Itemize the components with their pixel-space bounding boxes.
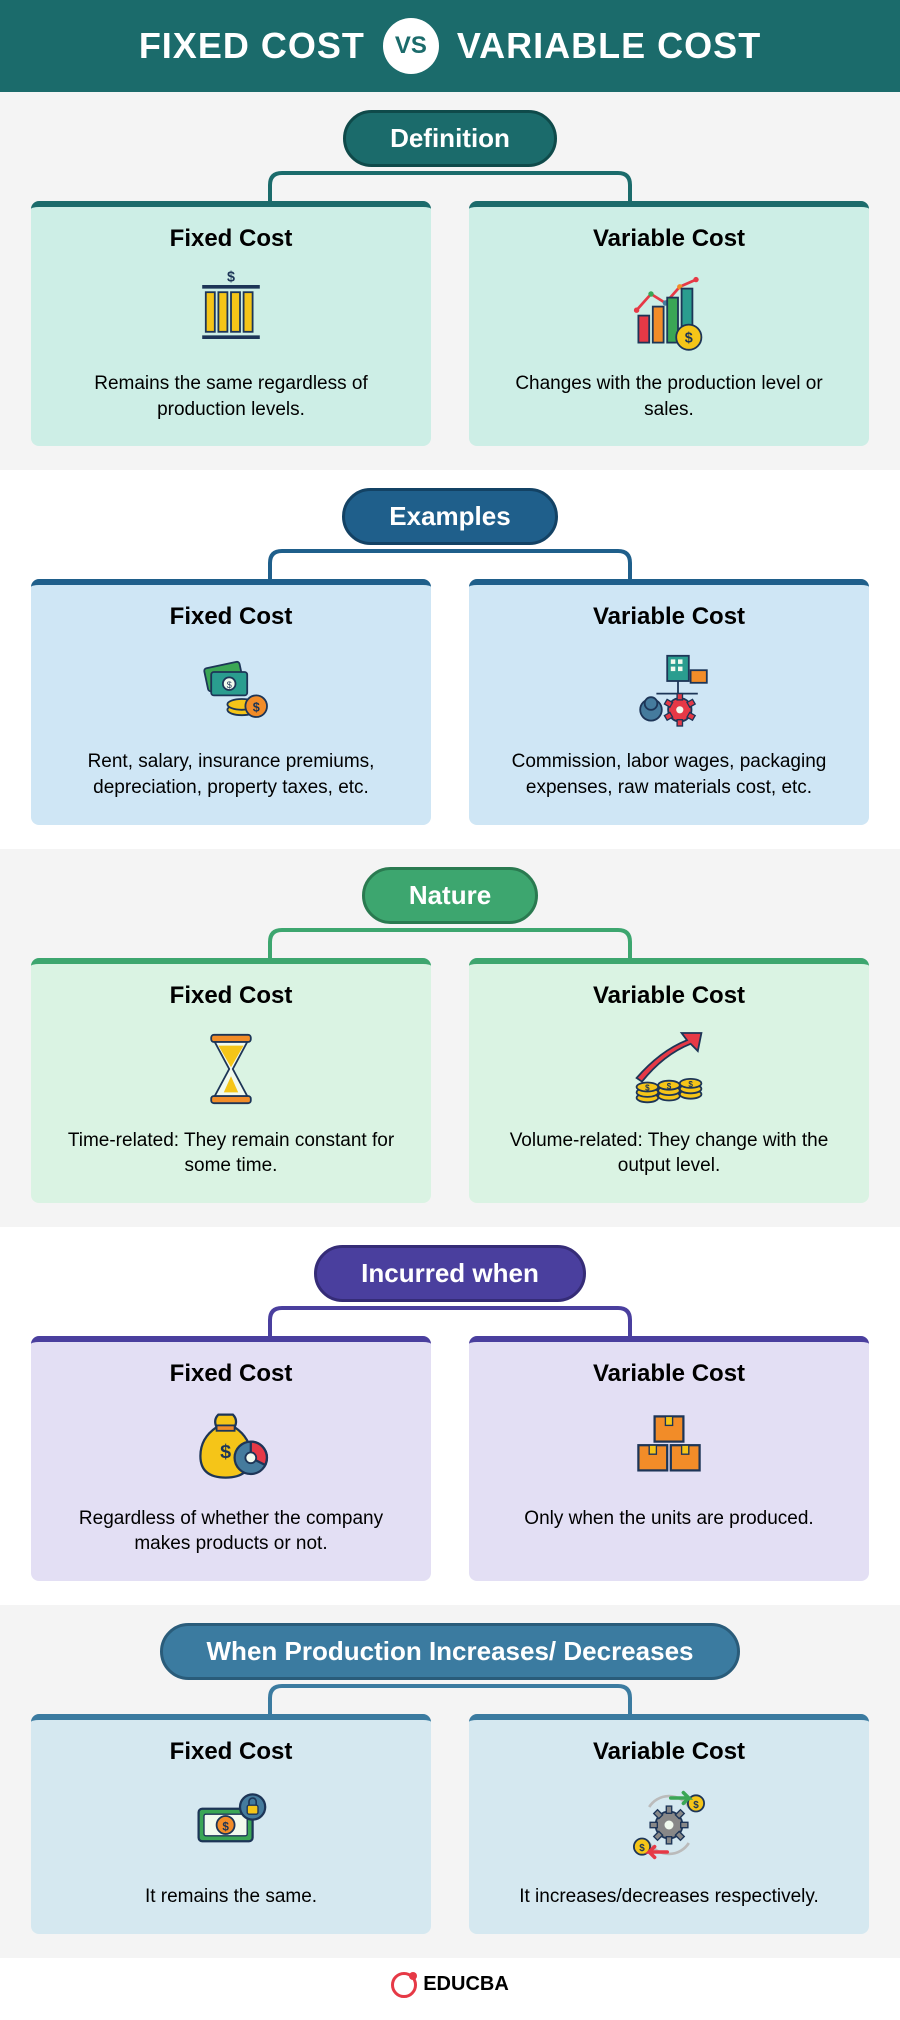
section-pill: Incurred when bbox=[314, 1245, 586, 1302]
bill-lock-icon: $ bbox=[53, 1780, 409, 1870]
svg-text:$: $ bbox=[693, 1800, 699, 1811]
card-desc: Remains the same regardless of productio… bbox=[53, 371, 409, 422]
svg-text:$: $ bbox=[227, 269, 235, 285]
card-title: Variable Cost bbox=[491, 1360, 847, 1388]
svg-text:$: $ bbox=[688, 1080, 693, 1089]
svg-text:$: $ bbox=[220, 1441, 231, 1463]
section-pill: Nature bbox=[362, 867, 538, 924]
card-fixed: Fixed Cost $ $ Rent, salary, insurance p… bbox=[31, 579, 431, 824]
footer: EDUCBA bbox=[0, 1958, 900, 2020]
card-desc: Volume-related: They change with the out… bbox=[491, 1128, 847, 1179]
svg-text:$: $ bbox=[645, 1083, 650, 1092]
section-3: Incurred when Fixed Cost $ Regardless of… bbox=[0, 1227, 900, 1605]
card-variable: Variable Cost $ $ It increases/decreases… bbox=[469, 1714, 869, 1934]
card-title: Fixed Cost bbox=[53, 982, 409, 1010]
card-title: Variable Cost bbox=[491, 603, 847, 631]
card-fixed: Fixed Cost $ Regardless of whether the c… bbox=[31, 1336, 431, 1581]
card-desc: Time-related: They remain constant for s… bbox=[53, 1128, 409, 1179]
svg-text:$: $ bbox=[639, 1843, 645, 1854]
card-title: Fixed Cost bbox=[53, 1360, 409, 1388]
section-pill: Definition bbox=[343, 110, 557, 167]
connector bbox=[28, 163, 872, 205]
card-title: Fixed Cost bbox=[53, 225, 409, 253]
card-desc: It increases/decreases respectively. bbox=[491, 1884, 847, 1910]
card-title: Fixed Cost bbox=[53, 603, 409, 631]
svg-text:$: $ bbox=[253, 701, 260, 715]
section-0: Definition Fixed Cost $ Remains the same… bbox=[0, 92, 900, 470]
card-variable: Variable Cost Commission, labor wages, p… bbox=[469, 579, 869, 824]
money-coins-icon: $ $ bbox=[53, 645, 409, 735]
header: FIXED COST VS VARIABLE COST bbox=[0, 0, 900, 92]
card-variable: Variable Cost Only when the units are pr… bbox=[469, 1336, 869, 1581]
card-desc: Changes with the production level or sal… bbox=[491, 371, 847, 422]
connector bbox=[28, 1676, 872, 1718]
card-desc: It remains the same. bbox=[53, 1884, 409, 1910]
card-fixed: Fixed Cost $ Remains the same regardless… bbox=[31, 201, 431, 446]
factory-gear-icon bbox=[491, 645, 847, 735]
gear-cycle-icon: $ $ bbox=[491, 1780, 847, 1870]
card-title: Variable Cost bbox=[491, 982, 847, 1010]
card-desc: Regardless of whether the company makes … bbox=[53, 1506, 409, 1557]
section-1: Examples Fixed Cost $ $ Rent, salary, in… bbox=[0, 470, 900, 848]
footer-logo-icon bbox=[391, 1972, 417, 1998]
svg-text:$: $ bbox=[667, 1081, 672, 1090]
card-fixed: Fixed Cost Time-related: They remain con… bbox=[31, 958, 431, 1203]
svg-text:$: $ bbox=[227, 680, 232, 690]
growth-chart-icon: $ bbox=[491, 267, 847, 357]
card-title: Variable Cost bbox=[491, 225, 847, 253]
bars-dollar-icon: $ bbox=[53, 267, 409, 357]
moneybag-pie-icon: $ bbox=[53, 1402, 409, 1492]
footer-brand: EDUCBA bbox=[423, 1973, 509, 1996]
coins-arrow-icon: $ $ $ bbox=[491, 1024, 847, 1114]
section-2: Nature Fixed Cost Time-related: They rem… bbox=[0, 849, 900, 1227]
card-title: Fixed Cost bbox=[53, 1738, 409, 1766]
card-title: Variable Cost bbox=[491, 1738, 847, 1766]
vs-badge: VS bbox=[383, 18, 439, 74]
card-desc: Only when the units are produced. bbox=[491, 1506, 847, 1532]
connector bbox=[28, 920, 872, 962]
header-left: FIXED COST bbox=[139, 25, 365, 67]
section-pill: Examples bbox=[342, 488, 557, 545]
hourglass-icon bbox=[53, 1024, 409, 1114]
connector bbox=[28, 541, 872, 583]
card-fixed: Fixed Cost $ It remains the same. bbox=[31, 1714, 431, 1934]
connector bbox=[28, 1298, 872, 1340]
svg-text:$: $ bbox=[685, 331, 693, 347]
section-pill: When Production Increases/ Decreases bbox=[160, 1623, 741, 1680]
card-desc: Commission, labor wages, packaging expen… bbox=[491, 749, 847, 800]
section-4: When Production Increases/ Decreases Fix… bbox=[0, 1605, 900, 1958]
header-right: VARIABLE COST bbox=[457, 25, 761, 67]
card-variable: Variable Cost $ Changes with the product… bbox=[469, 201, 869, 446]
card-desc: Rent, salary, insurance premiums, deprec… bbox=[53, 749, 409, 800]
boxes-icon bbox=[491, 1402, 847, 1492]
svg-text:$: $ bbox=[222, 1821, 229, 1834]
card-variable: Variable Cost $ $ $ Volume-related: They c… bbox=[469, 958, 869, 1203]
